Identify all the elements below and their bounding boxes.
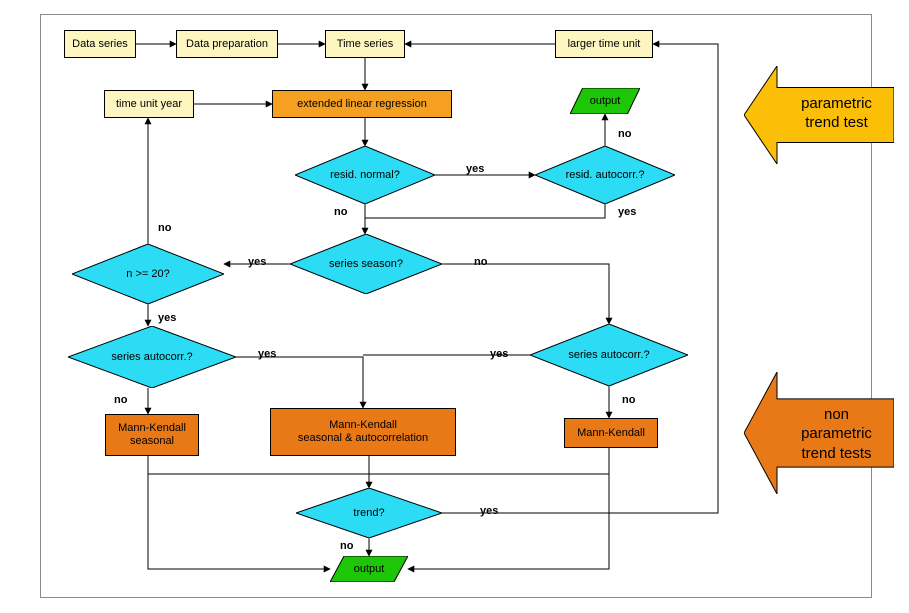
edge-label: no — [114, 394, 127, 406]
edge-label: no — [474, 256, 487, 268]
label: output — [590, 95, 621, 107]
node-trend: trend? — [296, 488, 442, 538]
label: Mann-Kendallseasonal & autocorrelation — [298, 419, 428, 444]
label: time unit year — [116, 98, 182, 111]
node-mk-season-auto: Mann-Kendallseasonal & autocorrelation — [270, 408, 456, 456]
callout-text: nonparametrictrend tests — [783, 405, 890, 464]
label: Data series — [72, 38, 128, 51]
label: larger time unit — [568, 38, 641, 51]
label: n >= 20? — [126, 268, 169, 280]
edge-label: no — [622, 394, 635, 406]
node-mk-plain: Mann-Kendall — [564, 418, 658, 448]
edge-label: yes — [248, 256, 266, 268]
node-series-auto-right: series autocorr.? — [530, 324, 688, 386]
label: Time series — [337, 38, 393, 51]
label: Mann-Kendallseasonal — [118, 422, 186, 447]
edge-label: yes — [480, 505, 498, 517]
node-mk-seasonal: Mann-Kendallseasonal — [105, 414, 199, 456]
edge-label: yes — [618, 206, 636, 218]
node-series-season: series season? — [290, 234, 442, 294]
edge-label: no — [618, 128, 631, 140]
label: output — [354, 563, 385, 575]
callout-text: parametrictrend test — [783, 94, 890, 133]
label: trend? — [353, 507, 384, 519]
node-larger-unit: larger time unit — [555, 30, 653, 58]
node-output-bottom: output — [330, 556, 408, 582]
callout-nonparametric: nonparametrictrend tests — [744, 372, 894, 494]
label: Mann-Kendall — [577, 427, 645, 440]
edge-label: no — [340, 540, 353, 552]
label: series autocorr.? — [568, 349, 649, 361]
label: resid. normal? — [330, 169, 400, 181]
callout-parametric: parametrictrend test — [744, 66, 894, 164]
label: series season? — [329, 258, 403, 270]
edge-label: yes — [466, 163, 484, 175]
node-ext-lin-reg: extended linear regression — [272, 90, 452, 118]
label: series autocorr.? — [111, 351, 192, 363]
node-output-top: output — [570, 88, 640, 114]
node-series-auto-left: series autocorr.? — [68, 326, 236, 388]
flowchart-canvas: Data series Data preparation Time series… — [0, 0, 909, 613]
node-resid-autocorr: resid. autocorr.? — [535, 146, 675, 204]
node-data-prep: Data preparation — [176, 30, 278, 58]
edge-label: no — [158, 222, 171, 234]
edge-label: yes — [258, 348, 276, 360]
node-time-unit-year: time unit year — [104, 90, 194, 118]
node-time-series: Time series — [325, 30, 405, 58]
node-resid-normal: resid. normal? — [295, 146, 435, 204]
label: Data preparation — [186, 38, 268, 51]
label: resid. autocorr.? — [566, 169, 645, 181]
label: extended linear regression — [297, 98, 427, 111]
edge-label: yes — [158, 312, 176, 324]
node-data-series: Data series — [64, 30, 136, 58]
edge-label: yes — [490, 348, 508, 360]
node-n-ge-20: n >= 20? — [72, 244, 224, 304]
edge-label: no — [334, 206, 347, 218]
